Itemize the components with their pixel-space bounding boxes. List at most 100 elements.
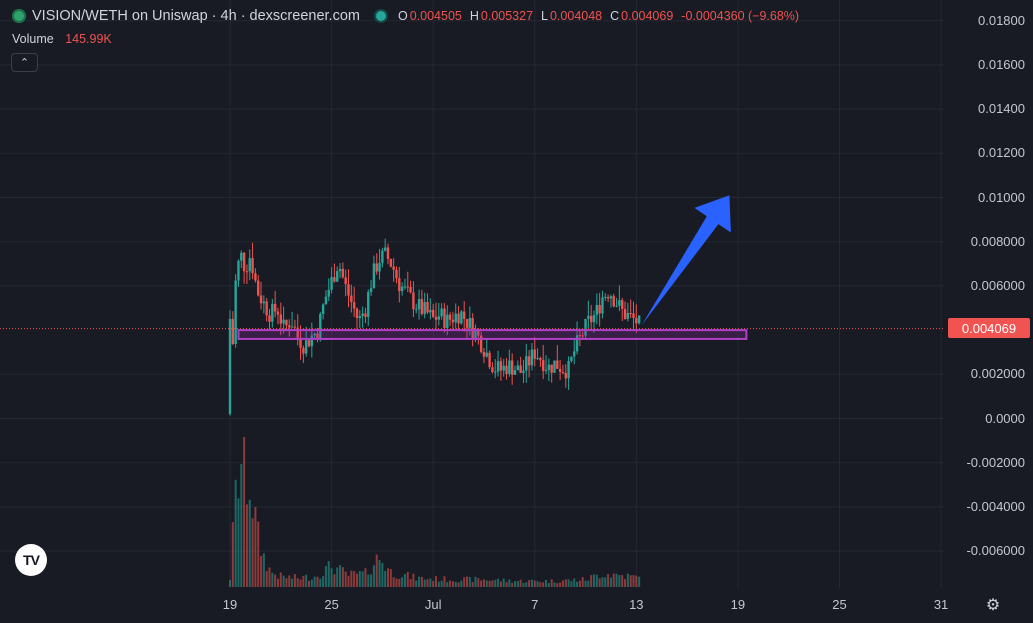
volume-bar bbox=[587, 580, 590, 587]
candle-body bbox=[505, 365, 508, 375]
volume-bar bbox=[330, 568, 333, 587]
volume-bar bbox=[567, 579, 570, 587]
volume-bar bbox=[437, 581, 440, 587]
candle-body bbox=[257, 280, 260, 296]
candle-body bbox=[488, 352, 491, 368]
volume-bar bbox=[305, 574, 308, 587]
candle-body bbox=[364, 313, 367, 317]
candle-body bbox=[398, 278, 401, 292]
volume-bar bbox=[457, 582, 460, 587]
candle-body bbox=[288, 325, 291, 328]
candle-body bbox=[378, 262, 381, 272]
candle-body bbox=[228, 319, 232, 415]
time-axis-label: Jul bbox=[424, 597, 442, 612]
candle-body bbox=[412, 292, 415, 310]
candle-body bbox=[578, 335, 582, 337]
volume-bar bbox=[491, 580, 494, 587]
candle-body bbox=[248, 258, 251, 272]
volume-bar bbox=[381, 562, 384, 587]
volume-bar bbox=[243, 437, 246, 587]
candle-body bbox=[234, 280, 237, 344]
volume-bar bbox=[578, 580, 581, 587]
volume-bar bbox=[609, 577, 612, 587]
candle-body bbox=[615, 305, 618, 307]
volume-bar bbox=[624, 579, 627, 587]
candle-body bbox=[282, 319, 285, 324]
volume-bar bbox=[355, 573, 358, 587]
candle-body bbox=[547, 364, 551, 370]
candle-body bbox=[307, 340, 311, 347]
volume-bar bbox=[545, 579, 548, 587]
volume-bar bbox=[570, 581, 573, 587]
volume-bar bbox=[618, 574, 621, 587]
candle-body bbox=[454, 313, 457, 323]
candle-body bbox=[341, 268, 345, 278]
candle-body bbox=[567, 360, 570, 379]
volume-bar bbox=[336, 567, 339, 587]
candle-body bbox=[400, 286, 404, 292]
volume-bar bbox=[508, 579, 511, 587]
close-value: 0.004069 bbox=[621, 9, 674, 23]
candle-body bbox=[423, 302, 426, 314]
volume-bar bbox=[370, 574, 373, 587]
volume-bar bbox=[488, 580, 491, 587]
volume-bar bbox=[358, 571, 361, 587]
candle-body bbox=[336, 271, 339, 282]
chevron-up-icon: ⌃ bbox=[19, 57, 30, 69]
support-zone-box bbox=[237, 329, 748, 340]
volume-bar bbox=[604, 577, 607, 587]
candle-body bbox=[296, 327, 299, 338]
volume-bar bbox=[454, 581, 457, 587]
candlesticks bbox=[228, 238, 641, 416]
volume-bar bbox=[530, 579, 533, 587]
price-axis-label: 0.01000 bbox=[978, 189, 1025, 205]
volume-bar bbox=[477, 578, 480, 587]
volume-bar bbox=[274, 574, 277, 587]
candle-body bbox=[457, 313, 460, 324]
volume-bar bbox=[451, 581, 454, 587]
candle-body bbox=[372, 263, 376, 289]
volume-bar bbox=[350, 570, 353, 587]
volume-bar bbox=[635, 575, 638, 587]
candle-body bbox=[558, 368, 562, 373]
tradingview-icon[interactable]: TV bbox=[15, 544, 47, 576]
collapse-legend-button[interactable]: ⌃ bbox=[11, 53, 38, 72]
volume-bar bbox=[432, 581, 435, 587]
gear-icon[interactable]: ⚙ bbox=[985, 597, 1001, 614]
volume-bar bbox=[378, 560, 381, 587]
candle-body bbox=[290, 326, 294, 328]
candle-body bbox=[240, 252, 243, 261]
candle-body bbox=[392, 266, 395, 270]
volume-bar bbox=[420, 576, 423, 587]
candle-body bbox=[530, 349, 534, 366]
volume-bar bbox=[412, 573, 415, 587]
volume-bar bbox=[265, 571, 268, 587]
volume-bar bbox=[550, 579, 553, 587]
time-axis-label: 7 bbox=[531, 597, 539, 612]
volume-bar bbox=[522, 582, 525, 587]
volume-bar bbox=[590, 575, 593, 587]
volume-bar bbox=[403, 574, 406, 587]
candle-body bbox=[344, 277, 347, 285]
pair-title: VISION/WETH on Uniswap · 4h · dexscreene… bbox=[32, 8, 360, 24]
volume-bar bbox=[533, 580, 536, 587]
candle-body bbox=[302, 347, 305, 354]
volume-bar bbox=[406, 572, 409, 587]
candle-body bbox=[604, 296, 607, 298]
candle-body bbox=[542, 360, 545, 371]
candle-body bbox=[361, 313, 364, 317]
candle-body bbox=[434, 316, 438, 320]
volume-bar bbox=[339, 565, 342, 587]
volume-bar bbox=[443, 576, 446, 587]
token-logo-icon bbox=[12, 9, 26, 23]
time-axis-label: 25 bbox=[324, 597, 339, 612]
volume-bar bbox=[288, 575, 291, 587]
volume-bar bbox=[389, 569, 392, 587]
high-value: 0.005327 bbox=[480, 9, 534, 23]
price-axis-label: 0.008000 bbox=[970, 233, 1025, 249]
price-axis-label: 0.006000 bbox=[970, 277, 1025, 293]
volume-bar bbox=[372, 565, 375, 587]
candle-body bbox=[383, 247, 387, 251]
volume-bar bbox=[285, 578, 288, 587]
